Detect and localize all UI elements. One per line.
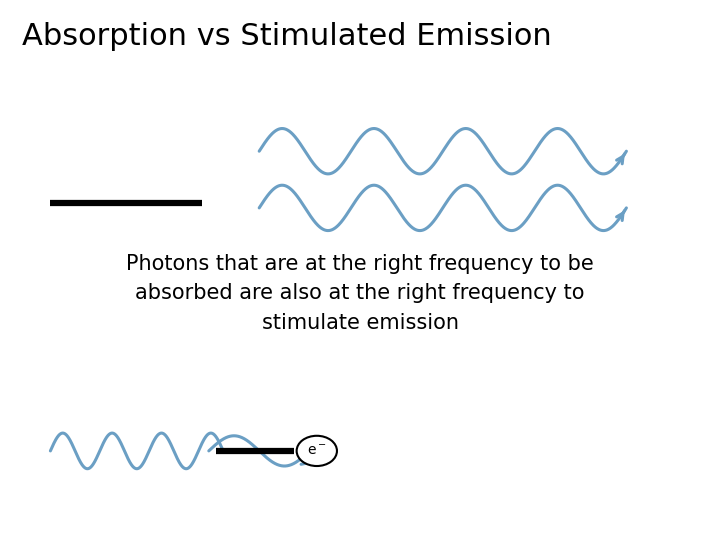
Circle shape <box>297 436 337 466</box>
Text: Photons that are at the right frequency to be
absorbed are also at the right fre: Photons that are at the right frequency … <box>126 254 594 333</box>
Text: Absorption vs Stimulated Emission: Absorption vs Stimulated Emission <box>22 22 552 51</box>
Text: e$^-$: e$^-$ <box>307 443 327 457</box>
